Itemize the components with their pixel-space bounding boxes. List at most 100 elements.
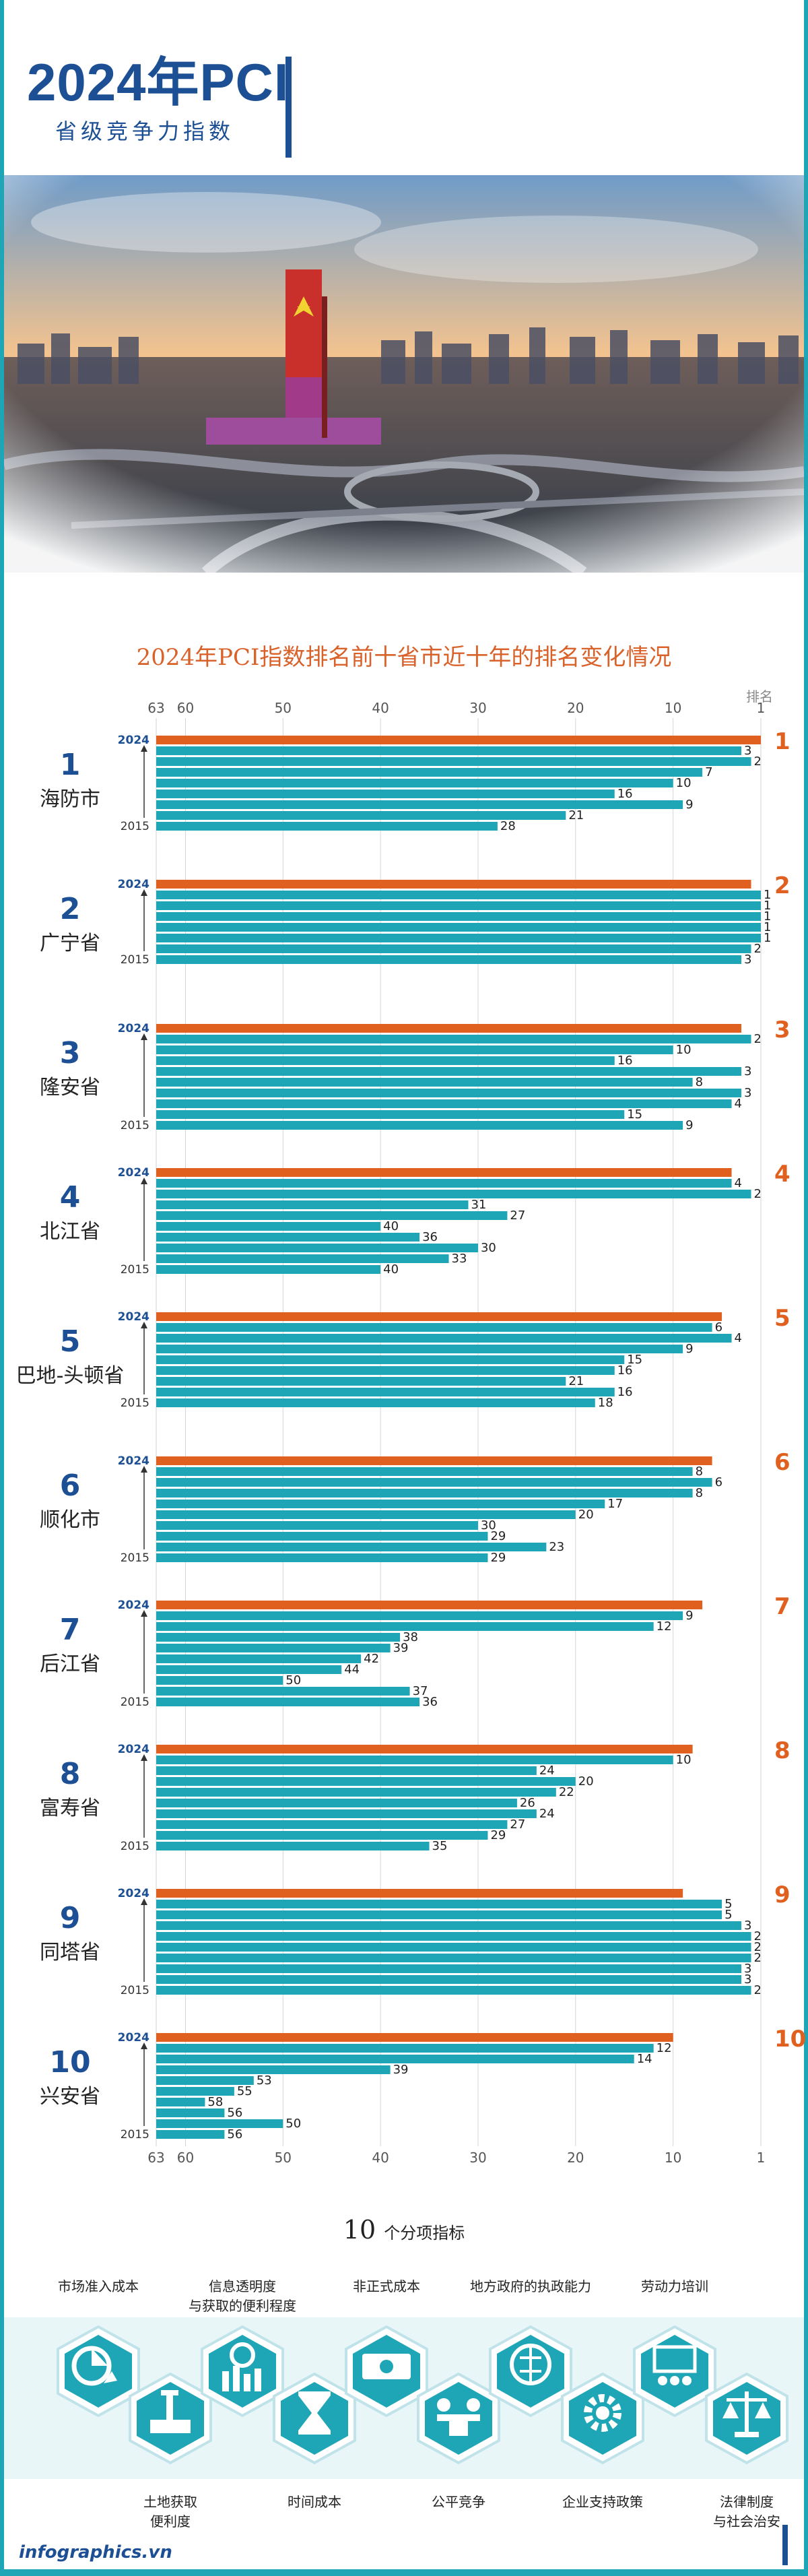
bar-value-label: 35 <box>432 1839 448 1853</box>
bar-year <box>156 1521 478 1530</box>
year-label-2024: 2024 <box>118 878 149 891</box>
bar-year <box>156 1788 556 1797</box>
bar-year <box>156 2119 283 2128</box>
bar-year <box>156 1244 478 1252</box>
bar-year <box>156 1179 732 1188</box>
bar-year <box>156 800 683 809</box>
year-arrow-head <box>141 889 147 896</box>
province-name: 富寿省 <box>40 1797 100 1820</box>
bar-value-label: 16 <box>617 1385 633 1399</box>
bar-year <box>156 1067 742 1076</box>
bar-year <box>156 955 742 964</box>
indicators-title-text: 个分项指标 <box>384 2224 465 2243</box>
year-label-2015: 2015 <box>121 1551 149 1565</box>
bar-value-label: 3 <box>744 953 751 967</box>
province-name: 广宁省 <box>40 932 100 955</box>
bar-value-label: 2 <box>754 1940 762 1954</box>
year-label-2015: 2015 <box>121 1119 149 1132</box>
bar-year <box>156 1035 751 1043</box>
bar-value-label: 2 <box>754 1187 762 1201</box>
bar-year <box>156 1777 576 1786</box>
tick-label-top: 60 <box>177 700 194 716</box>
bar-value-label: 3 <box>744 1972 751 1987</box>
bar-value-label: 9 <box>685 1342 693 1356</box>
bar-value-label: 1 <box>764 899 771 913</box>
bar-year <box>156 1121 683 1130</box>
bar-value-label: 28 <box>500 819 516 833</box>
bar-value-label: 24 <box>539 1764 555 1778</box>
tick-label-top: 63 <box>147 700 164 716</box>
bar-value-label: 1 <box>764 909 771 924</box>
tick-label-bottom: 20 <box>567 2150 584 2166</box>
bar-year <box>156 1900 722 1908</box>
bar-value-label: 2 <box>754 942 762 956</box>
bar-year <box>156 1233 420 1242</box>
province-name: 兴安省 <box>40 2085 100 2108</box>
tick-label-bottom: 50 <box>275 2150 292 2166</box>
province-rank: 5 <box>60 1324 81 1359</box>
bar-value-label: 16 <box>617 787 633 801</box>
bar-value-label: 2 <box>754 1032 762 1046</box>
bar-value-label: 5 <box>725 1897 732 1911</box>
bar-value-label: 10 <box>676 1043 692 1057</box>
tick-label-bottom: 63 <box>147 2150 164 2166</box>
bar-value-label-2024: 1 <box>774 728 790 755</box>
bar-value-label: 29 <box>490 1551 506 1565</box>
indicator-label: 时间成本 <box>288 2494 341 2510</box>
bar-year <box>156 1254 449 1263</box>
year-label-2015: 2015 <box>121 1984 149 1997</box>
bar-year <box>156 2044 654 2053</box>
year-arrow-head <box>141 1466 147 1473</box>
bar-value-label: 33 <box>452 1252 467 1266</box>
bar-year <box>156 2098 205 2106</box>
bar-year <box>156 891 761 899</box>
indicator-icon-band <box>4 2317 804 2479</box>
tick-label-bottom: 40 <box>372 2150 389 2166</box>
bar-2024 <box>156 1312 722 1321</box>
year-label-2015: 2015 <box>121 820 149 833</box>
gear-icon <box>561 2372 644 2465</box>
bar-year <box>156 1611 683 1620</box>
bar-value-label: 3 <box>744 1064 751 1078</box>
tick-label-top: 1 <box>757 700 766 716</box>
bar-year <box>156 1964 742 1973</box>
bar-value-label: 18 <box>598 1396 613 1410</box>
chart-title: 2024年PCI指数排名前十省市近十年的排名变化情况 <box>136 644 672 671</box>
bar-year <box>156 1831 488 1840</box>
bar-year <box>156 1211 508 1220</box>
bar-year <box>156 1200 469 1209</box>
province-group: 10 兴安省 2024 2015 10 12 14 39 53 55 58 56 50 56 <box>40 2026 806 2142</box>
province-name: 同塔省 <box>40 1941 100 1964</box>
bar-year <box>156 1553 488 1562</box>
bar-value-label: 14 <box>637 2052 652 2066</box>
bar-value-label: 31 <box>471 1198 486 1212</box>
bar-value-label: 16 <box>617 1054 633 1068</box>
axis-label-rank: 排名 <box>746 688 773 705</box>
page-subtitle: 省级竞争力指数 <box>55 119 235 144</box>
province-rank: 10 <box>49 2045 90 2080</box>
bar-year <box>156 1532 488 1541</box>
bar-value-label: 9 <box>685 798 693 812</box>
bar-value-label: 55 <box>237 2084 252 2098</box>
bar-value-label: 15 <box>627 1107 642 1122</box>
bar-year <box>156 1654 362 1663</box>
bar-value-label: 24 <box>539 1807 555 1821</box>
bar-2024 <box>156 2033 673 2042</box>
bar-year <box>156 1089 742 1097</box>
frame-right <box>804 0 808 2576</box>
bar-year <box>156 1489 693 1498</box>
bar-value-label: 40 <box>383 1219 399 1233</box>
bar-year <box>156 757 751 766</box>
bar-year <box>156 1398 595 1407</box>
rank-bar-chart: 63 60 50 40 30 20 10 1 63 60 50 40 30 20 10 1 1海防市2024… <box>16 700 807 2166</box>
tick-label-bottom: 1 <box>757 2150 766 2166</box>
footer-accent-bar <box>782 2525 788 2565</box>
tick-label-top: 10 <box>665 700 681 716</box>
bar-value-label: 23 <box>549 1540 564 1554</box>
bar-value-label: 1 <box>764 931 771 945</box>
bar-year <box>156 746 742 755</box>
bar-value-label: 37 <box>413 1684 428 1698</box>
bar-2024 <box>156 1889 683 1898</box>
